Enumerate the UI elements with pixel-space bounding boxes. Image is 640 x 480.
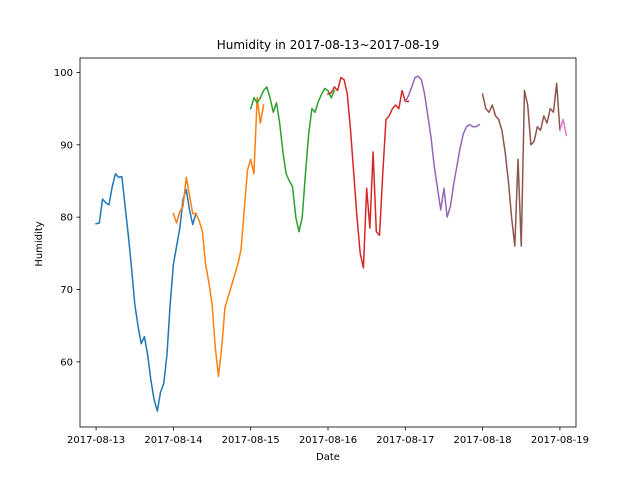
x-axis-label: Date: [316, 452, 340, 463]
series-layer: [95, 75, 568, 412]
y-tick-label: 100: [54, 68, 73, 79]
x-tick-label: 2017-08-16: [299, 435, 357, 446]
x-axis: 2017-08-13 2017-08-14 2017-08-15 2017-08-16…: [67, 427, 589, 446]
y-tick-label: 90: [60, 140, 73, 151]
plot-area-frame: [79, 57, 577, 428]
y-tick-label: 60: [60, 357, 73, 368]
x-tick-label: 2017-08-14: [144, 435, 202, 446]
series-line-6: [481, 82, 561, 247]
y-tick-label: 80: [60, 213, 73, 224]
y-tick-label: 70: [60, 285, 73, 296]
x-tick-label: 2017-08-15: [222, 435, 280, 446]
x-tick-label: 2017-08-17: [376, 435, 434, 446]
series-line-5: [404, 75, 481, 218]
x-tick-label: 2017-08-13: [67, 435, 125, 446]
series-line-7: [558, 118, 568, 137]
series-line-1: [95, 173, 197, 412]
series-line-3: [249, 86, 336, 233]
series-line-4: [327, 76, 410, 269]
y-axis: 60 70 80 90 100: [54, 68, 80, 368]
x-tick-label: 2017-08-19: [531, 435, 589, 446]
series-line-2: [172, 97, 265, 378]
chart-title: Humidity in 2017-08-13~2017-08-19: [217, 38, 440, 52]
y-axis-label: Humidity: [34, 221, 45, 266]
x-tick-label: 2017-08-18: [454, 435, 512, 446]
